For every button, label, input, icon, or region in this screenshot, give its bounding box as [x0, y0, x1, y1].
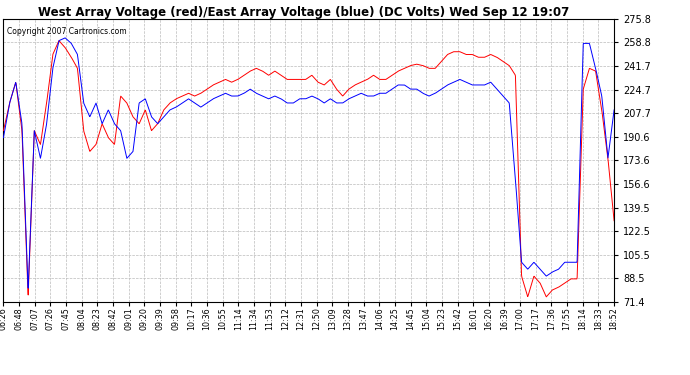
Text: Copyright 2007 Cartronics.com: Copyright 2007 Cartronics.com — [6, 27, 126, 36]
Text: West Array Voltage (red)/East Array Voltage (blue) (DC Volts) Wed Sep 12 19:07: West Array Voltage (red)/East Array Volt… — [38, 6, 569, 19]
